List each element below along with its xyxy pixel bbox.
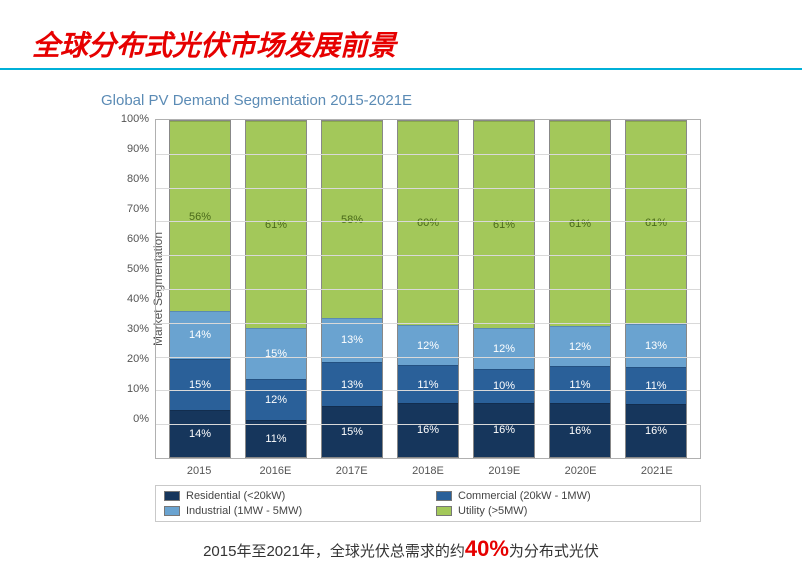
bar-segment: 16%: [550, 403, 610, 457]
caption-prefix: 2015年至2021年，全球光伏总需求的约: [203, 543, 465, 560]
bar-segment: 16%: [398, 403, 458, 457]
bar-segment: 16%: [474, 403, 534, 457]
bar-segment: 13%: [322, 362, 382, 406]
bar-segment: 13%: [322, 318, 382, 362]
x-tick: 2019E: [473, 465, 535, 477]
bar-segment: 61%: [550, 121, 610, 326]
bar-segment: 15%: [246, 328, 306, 379]
legend-label: Residential (<20kW): [186, 490, 285, 502]
legend-item: Utility (>5MW): [436, 505, 692, 517]
bar-segment: 12%: [246, 379, 306, 420]
chart-body: Market Segmentation 100%90%80%70%60%50%4…: [101, 119, 701, 459]
bar-segment: 15%: [170, 359, 230, 410]
legend-swatch: [436, 491, 452, 501]
grid-line: [156, 255, 700, 256]
legend-label: Utility (>5MW): [458, 505, 527, 517]
bar-segment: 12%: [550, 326, 610, 366]
x-axis: 2015 2016E 2017E 2018E 2019E 2020E 2021E: [155, 459, 701, 477]
y-axis: 100%90%80%70%60%50%40%30%20%10%0%: [119, 119, 155, 419]
legend-label: Commercial (20kW - 1MW): [458, 490, 591, 502]
x-tick: 2015: [168, 465, 230, 477]
grid-line: [156, 357, 700, 358]
grid-line: [156, 221, 700, 222]
legend: Residential (<20kW) Commercial (20kW - 1M…: [155, 485, 701, 522]
grid-line: [156, 390, 700, 391]
header-underline: [0, 68, 802, 70]
x-tick: 2016E: [244, 465, 306, 477]
bar-segment: 14%: [170, 311, 230, 359]
bar-segment: 11%: [398, 365, 458, 402]
legend-item: Industrial (1MW - 5MW): [164, 505, 420, 517]
bar-segment: 11%: [550, 366, 610, 403]
grid-line: [156, 188, 700, 189]
bar-segment: 56%: [170, 121, 230, 311]
caption-suffix: 为分布式光伏: [509, 543, 599, 560]
bar-segment: 11%: [626, 367, 686, 404]
chart-title: Global PV Demand Segmentation 2015-2021E: [101, 92, 701, 109]
y-axis-label-wrap: Market Segmentation: [101, 119, 119, 459]
bar-segment: 61%: [474, 121, 534, 328]
slide-header: 全球分布式光伏市场发展前景: [0, 0, 802, 70]
legend-swatch: [436, 506, 452, 516]
caption-highlight: 40%: [465, 536, 509, 561]
x-tick: 2021E: [626, 465, 688, 477]
bar-segment: 12%: [398, 325, 458, 366]
x-tick: 2018E: [397, 465, 459, 477]
grid-line: [156, 289, 700, 290]
bar-segment: 10%: [474, 369, 534, 403]
grid-line: [156, 323, 700, 324]
bar-segment: 61%: [246, 121, 306, 328]
caption: 2015年至2021年，全球光伏总需求的约40%为分布式光伏: [0, 536, 802, 562]
bar-segment: 60%: [398, 121, 458, 325]
legend-item: Residential (<20kW): [164, 490, 420, 502]
x-tick: 2020E: [550, 465, 612, 477]
bar-segment: 13%: [626, 324, 686, 367]
legend-swatch: [164, 491, 180, 501]
x-tick: 2017E: [321, 465, 383, 477]
bar-segment: 16%: [626, 404, 686, 457]
chart-container: Global PV Demand Segmentation 2015-2021E…: [101, 92, 701, 522]
bar-segment: 14%: [170, 410, 230, 458]
bar-segment: 61%: [626, 121, 686, 324]
page-title: 全球分布式光伏市场发展前景: [32, 24, 802, 64]
legend-swatch: [164, 506, 180, 516]
grid-line: [156, 424, 700, 425]
legend-label: Industrial (1MW - 5MW): [186, 505, 302, 517]
bar-segment: 11%: [246, 420, 306, 457]
plot-area: 14%15%14%56%11%12%15%61%15%13%13%58%16%1…: [155, 119, 701, 459]
grid-line: [156, 154, 700, 155]
bar-segment: 15%: [322, 406, 382, 457]
bar-segment: 12%: [474, 328, 534, 369]
legend-item: Commercial (20kW - 1MW): [436, 490, 692, 502]
